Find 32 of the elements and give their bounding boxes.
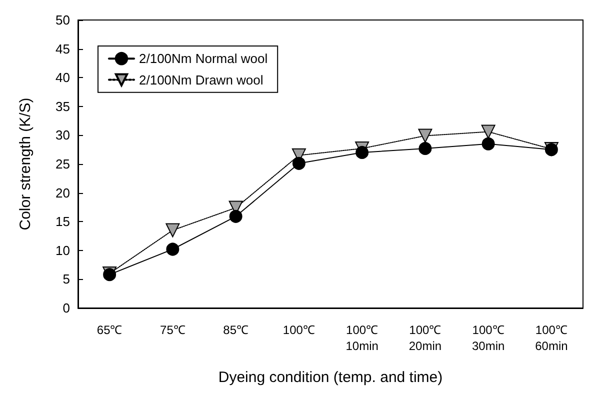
y-tick-label: 45: [56, 41, 70, 56]
y-tick-label: 15: [56, 214, 70, 230]
x-tick-label: 100℃ 30min: [472, 323, 505, 353]
y-tick-label: 25: [56, 156, 70, 172]
x-tick-label: 100℃: [282, 323, 315, 337]
y-tick-label: 30: [56, 128, 70, 143]
point: [356, 146, 369, 159]
y-tick-label: 20: [56, 185, 70, 200]
y-tick-label: 35: [56, 98, 70, 114]
y-axis-title: Color strength (K/S): [17, 98, 34, 230]
point: [292, 156, 306, 170]
point: [482, 137, 495, 150]
point: [166, 223, 180, 238]
legend-label: 2/100Nm Normal wool: [139, 51, 268, 66]
y-tick-label: 5: [62, 272, 70, 287]
y-tick-label: 50: [56, 12, 70, 28]
point: [481, 124, 496, 139]
x-tick-label: 100℃ 60min: [535, 323, 568, 353]
x-axis-title: Dyeing condition (temp. and time): [218, 369, 443, 386]
point: [166, 242, 180, 256]
point: [418, 128, 432, 143]
y-tick-label: 10: [56, 242, 70, 258]
x-tick-label: 85℃: [223, 323, 248, 337]
y-tick-label: 0: [62, 300, 70, 316]
point: [418, 142, 432, 155]
legend-label: 2/100Nm Drawn wool: [139, 72, 264, 88]
x-tick-label: 100℃ 20min: [408, 323, 442, 353]
x-tick-label: 65℃: [96, 323, 122, 337]
point: [229, 210, 242, 223]
y-tick-label: 40: [56, 70, 70, 86]
x-tick-label: 75℃: [160, 323, 186, 337]
x-tick-label: 100℃ 10min: [346, 323, 378, 353]
